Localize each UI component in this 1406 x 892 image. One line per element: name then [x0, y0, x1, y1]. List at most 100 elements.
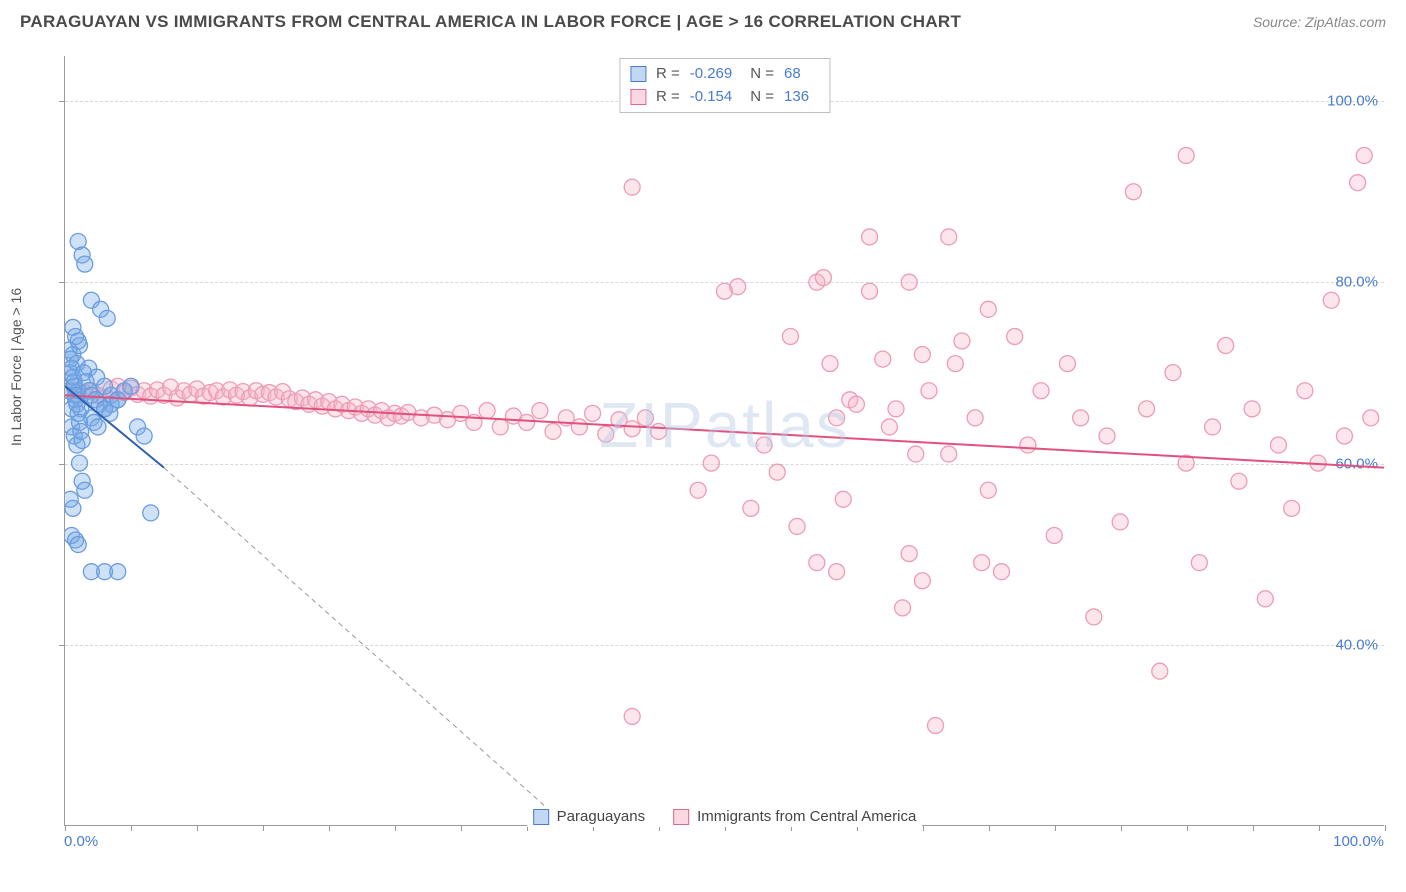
regression-line-blue-dashed: [164, 468, 566, 825]
point-paraguayan: [99, 310, 115, 326]
r-value-pink: -0.154: [690, 86, 733, 109]
point-immigrant: [1284, 500, 1300, 516]
point-immigrant: [519, 414, 535, 430]
x-tick: [461, 825, 462, 831]
point-immigrant: [829, 564, 845, 580]
point-immigrant: [941, 229, 957, 245]
legend-item-paraguayans: Paraguayans: [533, 808, 645, 825]
point-immigrant: [1363, 410, 1379, 426]
x-tick: [197, 825, 198, 831]
x-tick: [1319, 825, 1320, 831]
point-immigrant: [862, 283, 878, 299]
point-immigrant: [585, 405, 601, 421]
point-immigrant: [941, 446, 957, 462]
point-immigrant: [1125, 184, 1141, 200]
point-paraguayan: [65, 500, 81, 516]
point-immigrant: [1244, 401, 1260, 417]
x-tick: [263, 825, 264, 831]
point-immigrant: [1178, 148, 1194, 164]
point-immigrant: [690, 482, 706, 498]
x-axis-end-label: 100.0%: [1333, 833, 1384, 850]
swatch-pink-icon: [673, 809, 689, 825]
point-immigrant: [1165, 365, 1181, 381]
point-immigrant: [928, 717, 944, 733]
point-immigrant: [901, 546, 917, 562]
point-immigrant: [974, 555, 990, 571]
point-immigrant: [914, 573, 930, 589]
r-label: R =: [656, 86, 680, 109]
y-axis-label: In Labor Force | Age > 16: [8, 288, 24, 446]
point-paraguayan: [70, 537, 86, 553]
point-immigrant: [881, 419, 897, 435]
point-immigrant: [1350, 175, 1366, 191]
point-immigrant: [822, 356, 838, 372]
legend-item-immigrants: Immigrants from Central America: [673, 808, 916, 825]
point-immigrant: [782, 328, 798, 344]
r-label: R =: [656, 63, 680, 86]
plot-area: R = -0.269 N = 68 R = -0.154 N = 136 ZIP…: [64, 56, 1384, 826]
legend-label-immigrants: Immigrants from Central America: [697, 808, 916, 825]
x-tick: [989, 825, 990, 831]
point-paraguayan: [123, 378, 139, 394]
point-immigrant: [624, 708, 640, 724]
x-tick: [395, 825, 396, 831]
point-paraguayan: [74, 433, 90, 449]
x-tick: [1253, 825, 1254, 831]
point-paraguayan: [136, 428, 152, 444]
regression-line-pink: [65, 395, 1384, 467]
point-immigrant: [743, 500, 759, 516]
n-label: N =: [750, 63, 774, 86]
point-immigrant: [703, 455, 719, 471]
point-immigrant: [756, 437, 772, 453]
point-immigrant: [914, 347, 930, 363]
point-paraguayan: [143, 505, 159, 521]
point-immigrant: [1099, 428, 1115, 444]
point-immigrant: [809, 555, 825, 571]
x-tick: [131, 825, 132, 831]
point-immigrant: [908, 446, 924, 462]
swatch-pink-icon: [630, 89, 646, 105]
point-immigrant: [1112, 514, 1128, 530]
point-immigrant: [980, 301, 996, 317]
point-immigrant: [921, 383, 937, 399]
x-tick: [923, 825, 924, 831]
bottom-legend: Paraguayans Immigrants from Central Amer…: [527, 806, 923, 827]
point-immigrant: [875, 351, 891, 367]
legend-label-paraguayans: Paraguayans: [557, 808, 645, 825]
x-tick: [1121, 825, 1122, 831]
point-paraguayan: [72, 455, 88, 471]
chart-title: PARAGUAYAN VS IMMIGRANTS FROM CENTRAL AM…: [20, 12, 961, 32]
point-immigrant: [571, 419, 587, 435]
n-label: N =: [750, 86, 774, 109]
point-immigrant: [1205, 419, 1221, 435]
point-immigrant: [947, 356, 963, 372]
point-paraguayan: [90, 419, 106, 435]
point-immigrant: [1336, 428, 1352, 444]
stats-legend-box: R = -0.269 N = 68 R = -0.154 N = 136: [619, 58, 830, 113]
point-immigrant: [1297, 383, 1313, 399]
point-immigrant: [967, 410, 983, 426]
point-immigrant: [1007, 328, 1023, 344]
stats-row-immigrants: R = -0.154 N = 136: [630, 86, 819, 109]
point-immigrant: [1231, 473, 1247, 489]
point-immigrant: [980, 482, 996, 498]
point-paraguayan: [77, 256, 93, 272]
point-immigrant: [1191, 555, 1207, 571]
point-immigrant: [1086, 609, 1102, 625]
point-immigrant: [637, 410, 653, 426]
source-label: Source: ZipAtlas.com: [1253, 14, 1386, 30]
swatch-blue-icon: [533, 809, 549, 825]
r-value-blue: -0.269: [690, 63, 733, 86]
point-immigrant: [993, 564, 1009, 580]
point-immigrant: [835, 491, 851, 507]
point-immigrant: [901, 274, 917, 290]
point-immigrant: [1356, 148, 1372, 164]
point-immigrant: [789, 518, 805, 534]
x-tick: [329, 825, 330, 831]
point-immigrant: [848, 396, 864, 412]
n-value-pink: 136: [784, 86, 809, 109]
point-immigrant: [888, 401, 904, 417]
swatch-blue-icon: [630, 66, 646, 82]
point-immigrant: [895, 600, 911, 616]
point-immigrant: [1033, 383, 1049, 399]
